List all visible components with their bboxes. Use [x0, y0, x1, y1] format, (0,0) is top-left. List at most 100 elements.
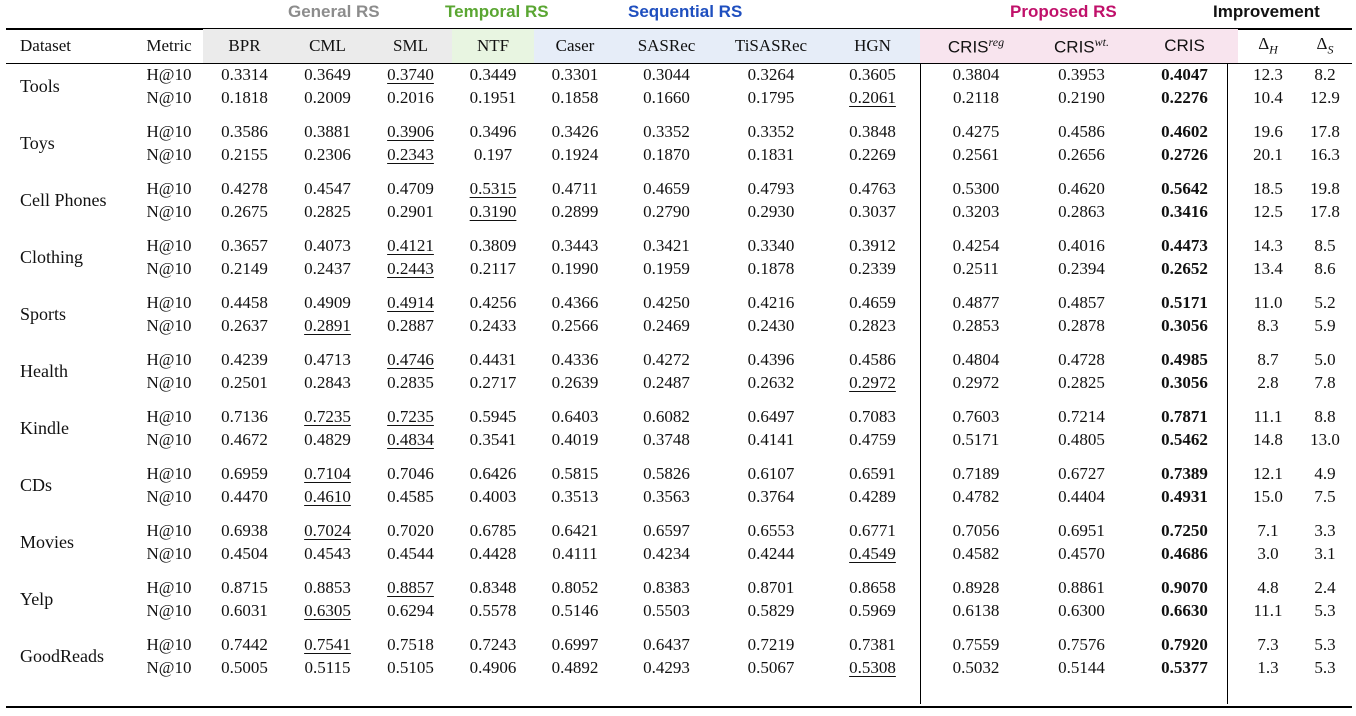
value-text: 0.5115 [304, 657, 351, 677]
value-text: 0.7518 [387, 634, 434, 654]
value-text: 0.6082 [643, 406, 690, 426]
value-text: 0.5826 [643, 463, 690, 483]
value-cell-hgn: 0.8658 [825, 576, 920, 599]
value-cell-cris-wt: 0.2190 [1032, 86, 1131, 109]
value-cell-cris-reg: 0.5171 [920, 428, 1032, 451]
metric-cell: H@10 [146, 121, 192, 141]
value-cell-tisasrec: 0.5067 [717, 656, 825, 679]
value-text: 0.4570 [1058, 543, 1105, 563]
row-spacer [6, 394, 1352, 405]
value-text: 0.2717 [469, 372, 517, 392]
group-label-general-rs: General RS [288, 2, 380, 21]
value-cell-delta-h: 19.6 [1238, 120, 1298, 143]
value-text: 0.7104 [304, 463, 351, 483]
value-text: 0.7020 [387, 520, 434, 540]
value-cell-cml: 0.7541 [286, 633, 369, 656]
value-text: 7.3 [1257, 634, 1279, 654]
value-cell-cml: 0.7235 [286, 405, 369, 428]
value-text: 8.5 [1314, 235, 1336, 255]
value-cell-caser: 0.4366 [534, 291, 616, 314]
value-cell-caser: 0.2639 [534, 371, 616, 394]
value-text: 0.8928 [952, 577, 1000, 597]
value-cell-cml: 0.7104 [286, 462, 369, 485]
value-cell-cris: 0.6630 [1131, 599, 1238, 622]
value-cell-tisasrec: 0.4141 [717, 428, 825, 451]
value-text: 0.4003 [469, 486, 517, 506]
value-text: 10.4 [1253, 87, 1283, 107]
value-cell-hgn: 0.2061 [825, 86, 920, 109]
value-cell-sasrec: 0.5826 [616, 462, 717, 485]
value-text: 5.0 [1314, 349, 1336, 369]
value-cell-tisasrec: 0.3264 [717, 63, 825, 86]
value-cell-delta-h: 18.5 [1238, 177, 1298, 200]
value-cell-hgn: 0.4549 [825, 542, 920, 565]
value-text: 0.2155 [221, 144, 268, 164]
value-text: 0.5005 [221, 657, 268, 677]
value-text: 0.7576 [1058, 634, 1105, 654]
value-cell-hgn: 0.2269 [825, 143, 920, 166]
value-cell-caser: 0.5815 [534, 462, 616, 485]
value-cell-hgn: 0.4659 [825, 291, 920, 314]
value-text: 0.2835 [387, 372, 434, 392]
value-text: 0.5171 [1161, 292, 1208, 312]
value-text: 0.7219 [747, 634, 795, 654]
value-text: 7.5 [1314, 486, 1336, 506]
value-text: 0.4504 [221, 543, 268, 563]
value-text: 0.4458 [221, 292, 268, 312]
value-cell-cml: 0.2009 [286, 86, 369, 109]
value-text: 0.7250 [1161, 520, 1208, 540]
col-sml: SML [369, 29, 452, 63]
table-row: N@10 0.2637 0.2891 0.2887 0.2433 0.2566 0.2469… [6, 314, 1352, 337]
value-text: 0.1831 [747, 144, 795, 164]
value-text: 11.1 [1253, 406, 1283, 426]
table-row: Kindle H@10 0.7136 0.7235 0.7235 0.5945 0.6403… [6, 405, 1352, 438]
value-text: 13.0 [1310, 429, 1340, 449]
value-text: 0.3657 [221, 235, 268, 255]
value-cell-ntf: 0.2117 [452, 257, 534, 280]
value-cell-sasrec: 0.1959 [616, 257, 717, 280]
metric-cell: H@10 [146, 349, 192, 369]
spacer-cell [6, 565, 1352, 576]
value-cell-cris: 0.5642 [1131, 177, 1238, 200]
value-cell-cml: 0.2825 [286, 200, 369, 223]
dataset-cell: Cell Phones [20, 189, 107, 210]
metric-cell: H@10 [146, 520, 192, 540]
value-text: 0.7214 [1058, 406, 1105, 426]
value-text: 0.4620 [1058, 178, 1105, 198]
value-cell-bpr: 0.2637 [203, 314, 286, 337]
value-text: 0.3764 [747, 486, 795, 506]
value-cell-bpr: 0.6031 [203, 599, 286, 622]
value-text: 0.5503 [643, 600, 690, 620]
value-cell-caser: 0.6403 [534, 405, 616, 428]
value-text: 0.2675 [221, 201, 268, 221]
value-cell-cris: 0.3056 [1131, 371, 1238, 394]
value-text: 0.4121 [387, 235, 434, 255]
value-text: 0.7541 [304, 634, 351, 654]
value-cell-bpr: 0.2675 [203, 200, 286, 223]
value-cell-sasrec: 0.4293 [616, 656, 717, 679]
table-row: N@10 0.2149 0.2437 0.2443 0.2117 0.1990 0.1959… [6, 257, 1352, 280]
value-cell-delta-s: 5.9 [1298, 314, 1352, 337]
value-text: 0.3513 [551, 486, 599, 506]
value-cell-cris-reg: 0.8928 [920, 576, 1032, 599]
value-cell-bpr: 0.2501 [203, 371, 286, 394]
col-tisasrec: TiSASRec [717, 29, 825, 63]
value-cell-ntf: 0.3496 [452, 120, 534, 143]
value-cell-sasrec: 0.1870 [616, 143, 717, 166]
value-cell-cris: 0.4686 [1131, 542, 1238, 565]
value-text: 0.4746 [387, 349, 434, 369]
value-cell-cris: 0.4602 [1131, 120, 1238, 143]
value-cell-caser: 0.6421 [534, 519, 616, 542]
value-cell-tisasrec: 0.2430 [717, 314, 825, 337]
value-text: 0.4396 [747, 349, 795, 369]
col-delta-s-sub: S [1327, 42, 1334, 57]
dataset-cell: Toys [20, 132, 55, 153]
value-text: 0.3586 [221, 121, 268, 141]
value-cell-caser: 0.2566 [534, 314, 616, 337]
value-text: 0.4256 [469, 292, 517, 312]
value-text: 3.1 [1314, 543, 1336, 563]
value-cell-delta-s: 7.8 [1298, 371, 1352, 394]
table-row: Clothing H@10 0.3657 0.4073 0.4121 0.3809 0.34… [6, 234, 1352, 267]
value-text: 0.7243 [469, 634, 517, 654]
value-text: 0.7024 [304, 520, 351, 540]
